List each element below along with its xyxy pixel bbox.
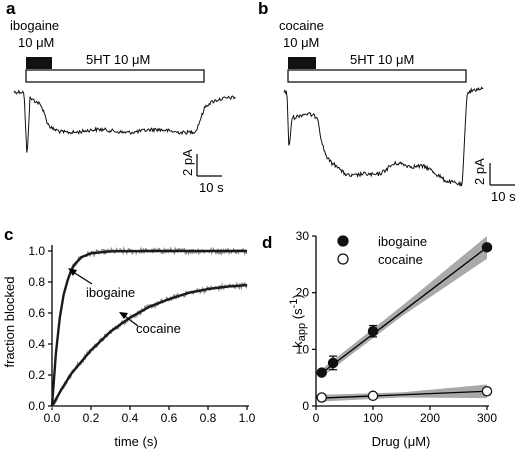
panel-d-point-ibogaine	[316, 367, 327, 378]
panel-b-scale-y-label: 2 pA	[472, 158, 487, 185]
panel-d-legend-marker-cocaine	[337, 253, 349, 265]
panel-c-x-axis-label: time (s)	[114, 434, 157, 449]
panel-d-point-ibogaine	[327, 357, 339, 369]
panel-d-legend-label-cocaine: cocaine	[378, 252, 423, 267]
panel-b: b cocaine 10 μM 5HT 10 μM 2 pA 10 s	[258, 0, 516, 204]
panel-a-drug-name: ibogaine	[10, 18, 59, 33]
panel-b-drug-conc: 10 μM	[283, 35, 319, 50]
panel-c-letter: c	[4, 225, 13, 244]
panel-d-point-cocaine	[481, 386, 493, 397]
panel-d-y-tick-label: 30	[296, 229, 310, 243]
panel-d-x-axis-label: Drug (μM)	[372, 434, 431, 449]
panel-a-drug-bar	[26, 57, 52, 69]
panel-d-x-tick-label: 300	[477, 411, 497, 425]
panel-c-x-tick-label: 0.6	[161, 411, 178, 425]
panel-d-letter: d	[262, 233, 272, 252]
panel-c-y-tick-label: 0.8	[28, 275, 45, 289]
panel-b-scale-bar: 2 pA 10 s	[472, 158, 516, 204]
panel-d-y-tick-label: 20	[296, 286, 310, 300]
panel-d-legend-marker-ibogaine	[337, 235, 349, 247]
panel-c-x-tick-label: 0.4	[122, 411, 139, 425]
panel-d-fit-line-ibogaine	[321, 246, 488, 374]
panel-d-x-tick-label: 0	[313, 411, 320, 425]
panel-d: d 0 100 200 300 0 10 20 30 ibogaine cocaine Drug …	[262, 229, 497, 449]
panel-c-y-axis-label: fraction blocked	[2, 276, 17, 367]
panel-d-point-cocaine	[367, 390, 379, 402]
panel-c-annotation-ibogaine: ibogaine	[86, 285, 135, 300]
panel-c-x-tick-label: 0.2	[83, 411, 100, 425]
panel-c-arrowhead-ibogaine	[68, 268, 77, 276]
panel-a-agonist-bar	[25, 69, 205, 83]
panel-a-scale-x-label: 10 s	[199, 180, 224, 195]
panel-c-plot-area: 0.0 0.2 0.4 0.6 0.8 1.0 0.0 0.2 0.4 0.6 0.8 1.0 ibog…	[28, 244, 255, 425]
panel-a-letter: a	[6, 0, 16, 18]
panel-b-current-trace	[283, 86, 484, 187]
panel-a-agonist-label: 5HT 10 μM	[86, 52, 150, 67]
panel-c: c 0.0 0.2 0.4 0.6 0.8 1.0 0.0 0.2 0.4 0.6 0.8 1.0 ib…	[2, 225, 256, 449]
panel-a-scale-bar: 2 pA 10 s	[180, 149, 224, 195]
panel-c-raw-trace-cocaine	[51, 281, 248, 409]
panel-b-drug-bar	[288, 57, 316, 69]
panel-c-annotation-cocaine: cocaine	[136, 321, 181, 336]
panel-c-y-tick-label: 0.0	[28, 399, 45, 413]
panel-d-fit-line-cocaine	[321, 390, 488, 399]
panel-d-y-tick-label: 10	[296, 342, 310, 356]
panel-c-x-tick-label: 1.0	[239, 411, 256, 425]
panel-b-agonist-label: 5HT 10 μM	[350, 52, 414, 67]
panel-c-x-tick-label: 0.8	[200, 411, 217, 425]
panel-b-letter: b	[258, 0, 268, 18]
panel-c-y-tick-label: 0.6	[28, 306, 45, 320]
panel-d-point-ibogaine	[367, 325, 379, 337]
panel-d-y-tick-label: 0	[302, 399, 309, 413]
panel-d-y-axis-label: kapp (s-1)	[288, 294, 308, 347]
panel-c-fit-ibogaine	[50, 249, 247, 407]
panel-d-x-tick-label: 100	[363, 411, 383, 425]
panel-a-drug-conc: 10 μM	[18, 35, 54, 50]
panel-c-y-tick-label: 0.4	[28, 337, 45, 351]
panel-d-legend-label-ibogaine: ibogaine	[378, 234, 427, 249]
panel-c-y-tick-label: 0.2	[28, 368, 45, 382]
panel-a: a ibogaine 10 μM 5HT 10 μM 2 pA 10 s	[6, 0, 236, 195]
panel-c-y-tick-label: 1.0	[28, 244, 45, 258]
panel-b-agonist-bar	[287, 69, 467, 83]
panel-c-arrowhead-cocaine	[119, 312, 128, 319]
panel-d-point-cocaine	[316, 392, 327, 403]
panel-b-drug-name: cocaine	[279, 18, 324, 33]
panel-d-plot-area: 0 100 200 300 0 10 20 30 ibogaine cocaine	[296, 229, 498, 425]
panel-d-x-tick-label: 200	[420, 411, 440, 425]
panel-d-confidence-band-cocaine	[321, 384, 487, 402]
panel-d-point-ibogaine	[481, 242, 493, 253]
panel-a-scale-y-label: 2 pA	[180, 149, 195, 176]
panel-b-scale-x-label: 10 s	[491, 189, 516, 204]
panel-a-current-trace	[13, 89, 236, 153]
panel-c-x-tick-label: 0.0	[44, 411, 61, 425]
panel-c-fit-cocaine	[50, 283, 248, 407]
